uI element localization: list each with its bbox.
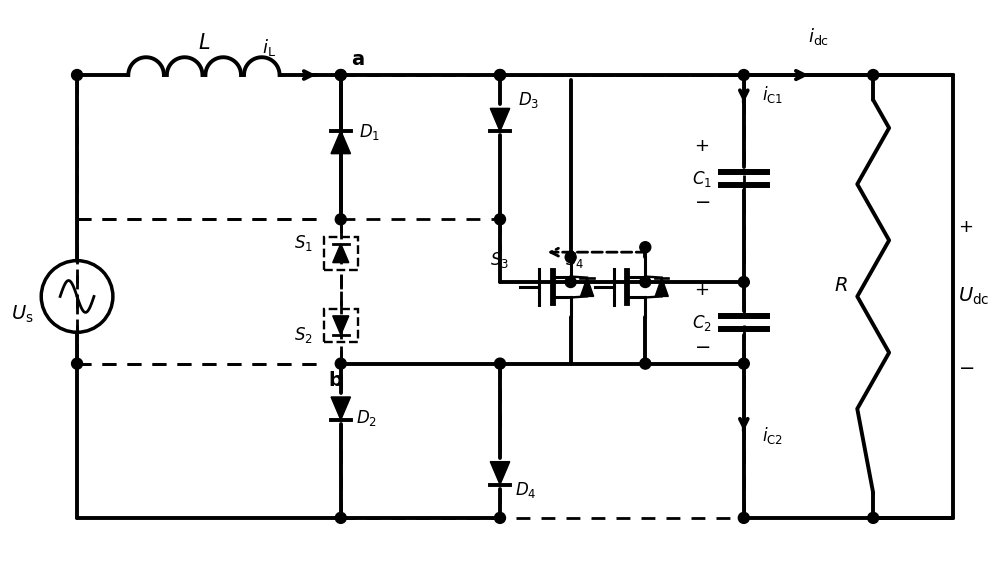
Circle shape	[738, 358, 749, 369]
Text: $C_1$: $C_1$	[692, 169, 712, 188]
Circle shape	[335, 69, 346, 80]
Text: $R$: $R$	[834, 277, 848, 296]
Polygon shape	[580, 278, 594, 296]
Circle shape	[495, 214, 505, 225]
Circle shape	[495, 69, 505, 80]
Text: $C_2$: $C_2$	[692, 313, 712, 333]
Text: $S_1$: $S_1$	[294, 233, 313, 253]
Text: $i_{\rm L}$: $i_{\rm L}$	[262, 37, 276, 58]
Text: $S_3$: $S_3$	[490, 250, 509, 270]
Circle shape	[640, 277, 651, 288]
Polygon shape	[490, 108, 510, 131]
Circle shape	[72, 69, 83, 80]
Text: $U_{\rm dc}$: $U_{\rm dc}$	[958, 286, 989, 307]
Circle shape	[335, 513, 346, 523]
Text: $S_4$: $S_4$	[565, 250, 584, 270]
Circle shape	[335, 69, 346, 80]
Circle shape	[738, 513, 749, 523]
Circle shape	[738, 277, 749, 288]
Polygon shape	[333, 244, 349, 263]
Circle shape	[335, 358, 346, 369]
Text: $S_2$: $S_2$	[294, 325, 313, 345]
Polygon shape	[331, 397, 351, 420]
Circle shape	[495, 69, 505, 80]
Text: $-$: $-$	[694, 336, 710, 355]
Circle shape	[868, 513, 879, 523]
Text: $-$: $-$	[958, 356, 974, 375]
Text: a: a	[351, 50, 364, 69]
Circle shape	[640, 242, 651, 253]
Circle shape	[335, 214, 346, 225]
Circle shape	[495, 513, 505, 523]
Text: b: b	[329, 371, 343, 390]
Circle shape	[72, 358, 83, 369]
Text: $L$: $L$	[198, 33, 210, 53]
Circle shape	[495, 358, 505, 369]
Text: $U_{\rm s}$: $U_{\rm s}$	[11, 304, 34, 325]
Circle shape	[640, 358, 651, 369]
Text: $i_{\rm C1}$: $i_{\rm C1}$	[762, 84, 783, 105]
Text: $+$: $+$	[694, 281, 710, 299]
Polygon shape	[655, 278, 668, 296]
Text: $i_{\rm dc}$: $i_{\rm dc}$	[808, 26, 829, 47]
Circle shape	[738, 69, 749, 80]
Text: $+$: $+$	[958, 218, 973, 236]
Text: $+$: $+$	[694, 137, 710, 154]
Polygon shape	[333, 316, 349, 335]
Text: $-$: $-$	[694, 191, 710, 211]
Polygon shape	[490, 461, 510, 484]
Text: $i_{\rm C2}$: $i_{\rm C2}$	[762, 425, 783, 446]
Circle shape	[868, 69, 879, 80]
Circle shape	[565, 251, 576, 263]
Text: $D_2$: $D_2$	[356, 408, 377, 428]
Text: $D_1$: $D_1$	[359, 122, 380, 142]
Text: $D_4$: $D_4$	[515, 480, 536, 500]
Text: $D_3$: $D_3$	[518, 90, 539, 110]
Polygon shape	[331, 131, 351, 154]
Circle shape	[565, 277, 576, 288]
